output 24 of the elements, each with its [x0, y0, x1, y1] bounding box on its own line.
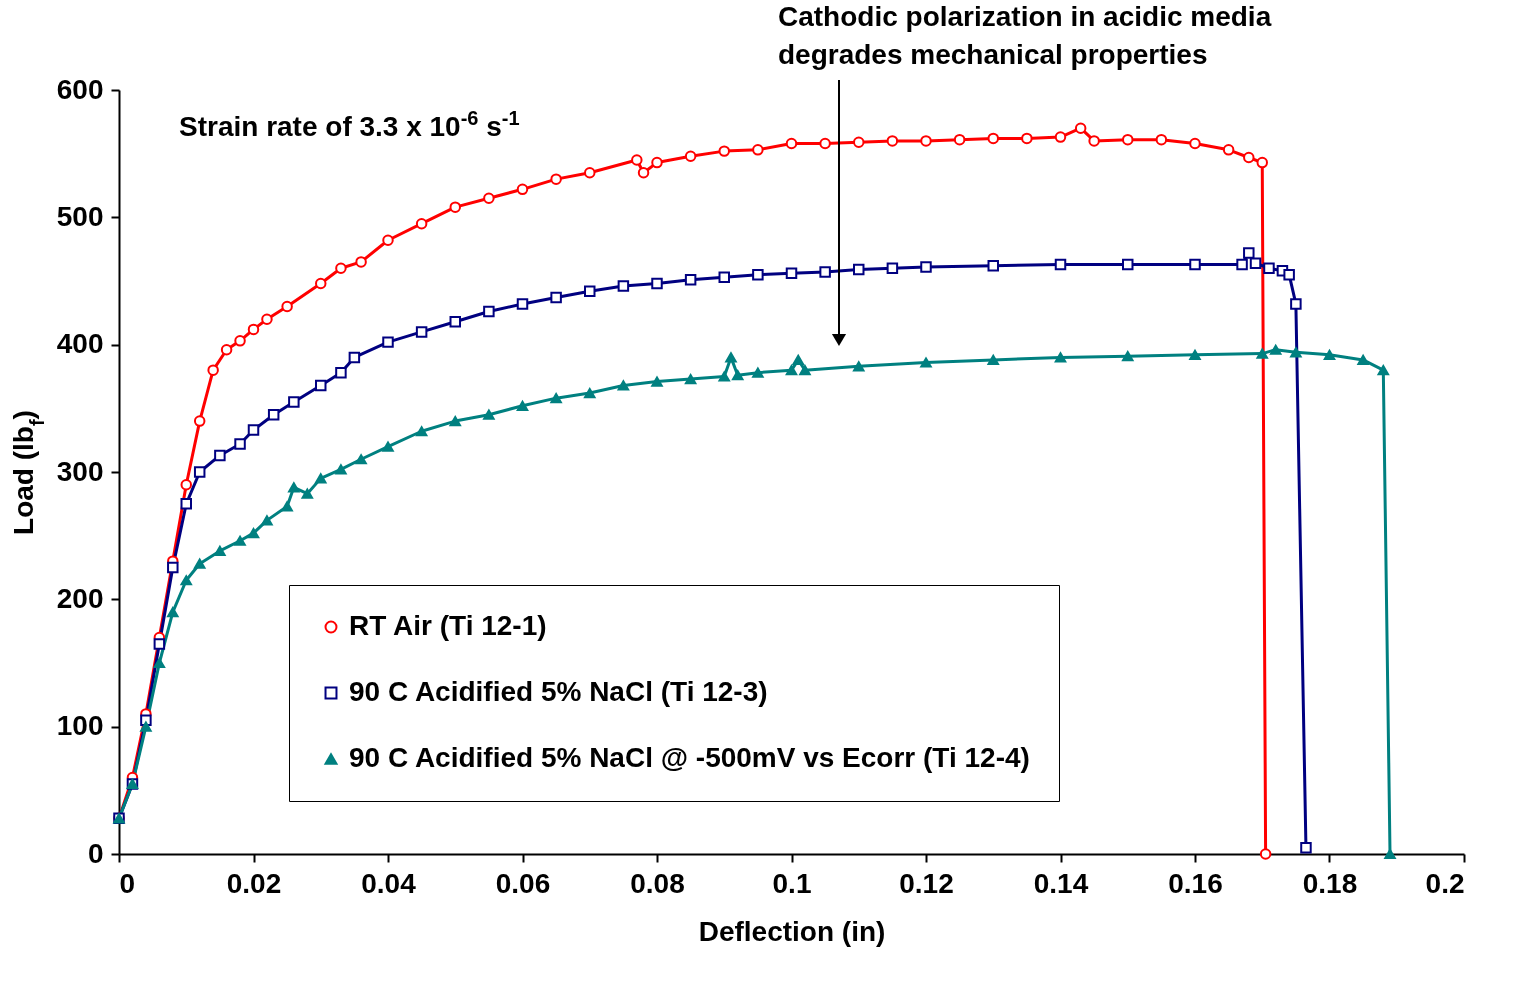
y-tick-label: 300: [56, 455, 104, 487]
x-tick-label: 0.2: [1425, 867, 1465, 899]
x-tick-label: 0.12: [899, 867, 954, 899]
legend-label: RT Air (Ti 12-1): [349, 610, 547, 641]
legend-label: 90 C Acidified 5% NaCl (Ti 12-3): [349, 676, 768, 707]
y-tick-label: 100: [56, 710, 104, 742]
y-tick-label: 600: [56, 73, 104, 105]
legend-label: 90 C Acidified 5% NaCl @ -500mV vs Ecorr (Ti 12-4): [349, 742, 1030, 773]
x-tick-label: 0.1: [772, 867, 812, 899]
x-tick-label: 0.08: [630, 867, 685, 899]
x-tick-label: 0.14: [1033, 867, 1089, 899]
x-tick-label: 0: [119, 867, 136, 899]
x-tick-label: 0.06: [495, 867, 551, 899]
y-tick-label: 0: [87, 837, 104, 869]
y-tick-label: 200: [56, 582, 104, 614]
annotation: Strain rate of 3.3 x 10$^{-6}$ s$^{-1}$: [179, 107, 520, 142]
y-tick-label: 400: [56, 328, 104, 360]
x-tick-label: 0.18: [1302, 867, 1358, 899]
x-tick-label: 0.16: [1168, 867, 1223, 899]
x-tick-label: 0.02: [226, 867, 282, 899]
x-tick-label: 0.04: [361, 867, 417, 899]
x-axis-title: Deflection (in): [698, 915, 886, 947]
y-tick-label: 500: [56, 200, 104, 232]
text: Cathodic polarization in acidic media degrades mechanical properties: [778, 1, 1272, 70]
